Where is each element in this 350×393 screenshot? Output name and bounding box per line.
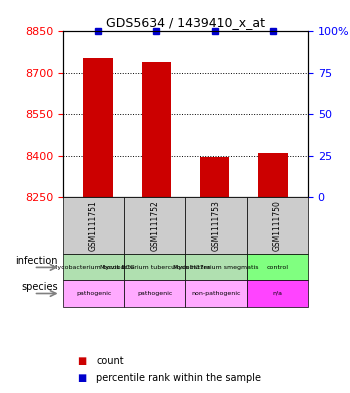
Text: control: control bbox=[266, 265, 288, 270]
Bar bbox=[63, 281, 124, 307]
Text: ■: ■ bbox=[77, 373, 86, 383]
Bar bbox=[186, 281, 247, 307]
Text: ■: ■ bbox=[77, 356, 86, 365]
Bar bbox=[200, 157, 229, 197]
Text: GSM1111751: GSM1111751 bbox=[89, 200, 98, 251]
Text: non-pathogenic: non-pathogenic bbox=[191, 291, 241, 296]
Bar bbox=[186, 197, 247, 254]
Bar bbox=[142, 62, 171, 197]
Text: GSM1111750: GSM1111750 bbox=[273, 200, 282, 252]
Text: pathogenic: pathogenic bbox=[76, 291, 111, 296]
Bar bbox=[124, 254, 186, 281]
Bar bbox=[124, 197, 186, 254]
Bar bbox=[83, 58, 113, 197]
Text: count: count bbox=[96, 356, 124, 365]
Bar bbox=[124, 281, 186, 307]
Text: Mycobacterium smegmatis: Mycobacterium smegmatis bbox=[173, 265, 259, 270]
Text: n/a: n/a bbox=[272, 291, 282, 296]
Text: species: species bbox=[21, 282, 58, 292]
Text: percentile rank within the sample: percentile rank within the sample bbox=[96, 373, 261, 383]
Bar bbox=[247, 281, 308, 307]
Text: Mycobacterium tuberculosis H37ra: Mycobacterium tuberculosis H37ra bbox=[100, 265, 210, 270]
Bar bbox=[63, 254, 124, 281]
Text: pathogenic: pathogenic bbox=[137, 291, 173, 296]
Text: GSM1111753: GSM1111753 bbox=[212, 200, 220, 252]
Bar bbox=[258, 153, 288, 197]
Text: GSM1111752: GSM1111752 bbox=[150, 200, 159, 251]
Bar bbox=[186, 254, 247, 281]
Title: GDS5634 / 1439410_x_at: GDS5634 / 1439410_x_at bbox=[106, 16, 265, 29]
Text: infection: infection bbox=[16, 256, 58, 266]
Bar bbox=[247, 254, 308, 281]
Text: Mycobacterium bovis BCG: Mycobacterium bovis BCG bbox=[52, 265, 135, 270]
Bar bbox=[247, 197, 308, 254]
Bar bbox=[63, 197, 124, 254]
